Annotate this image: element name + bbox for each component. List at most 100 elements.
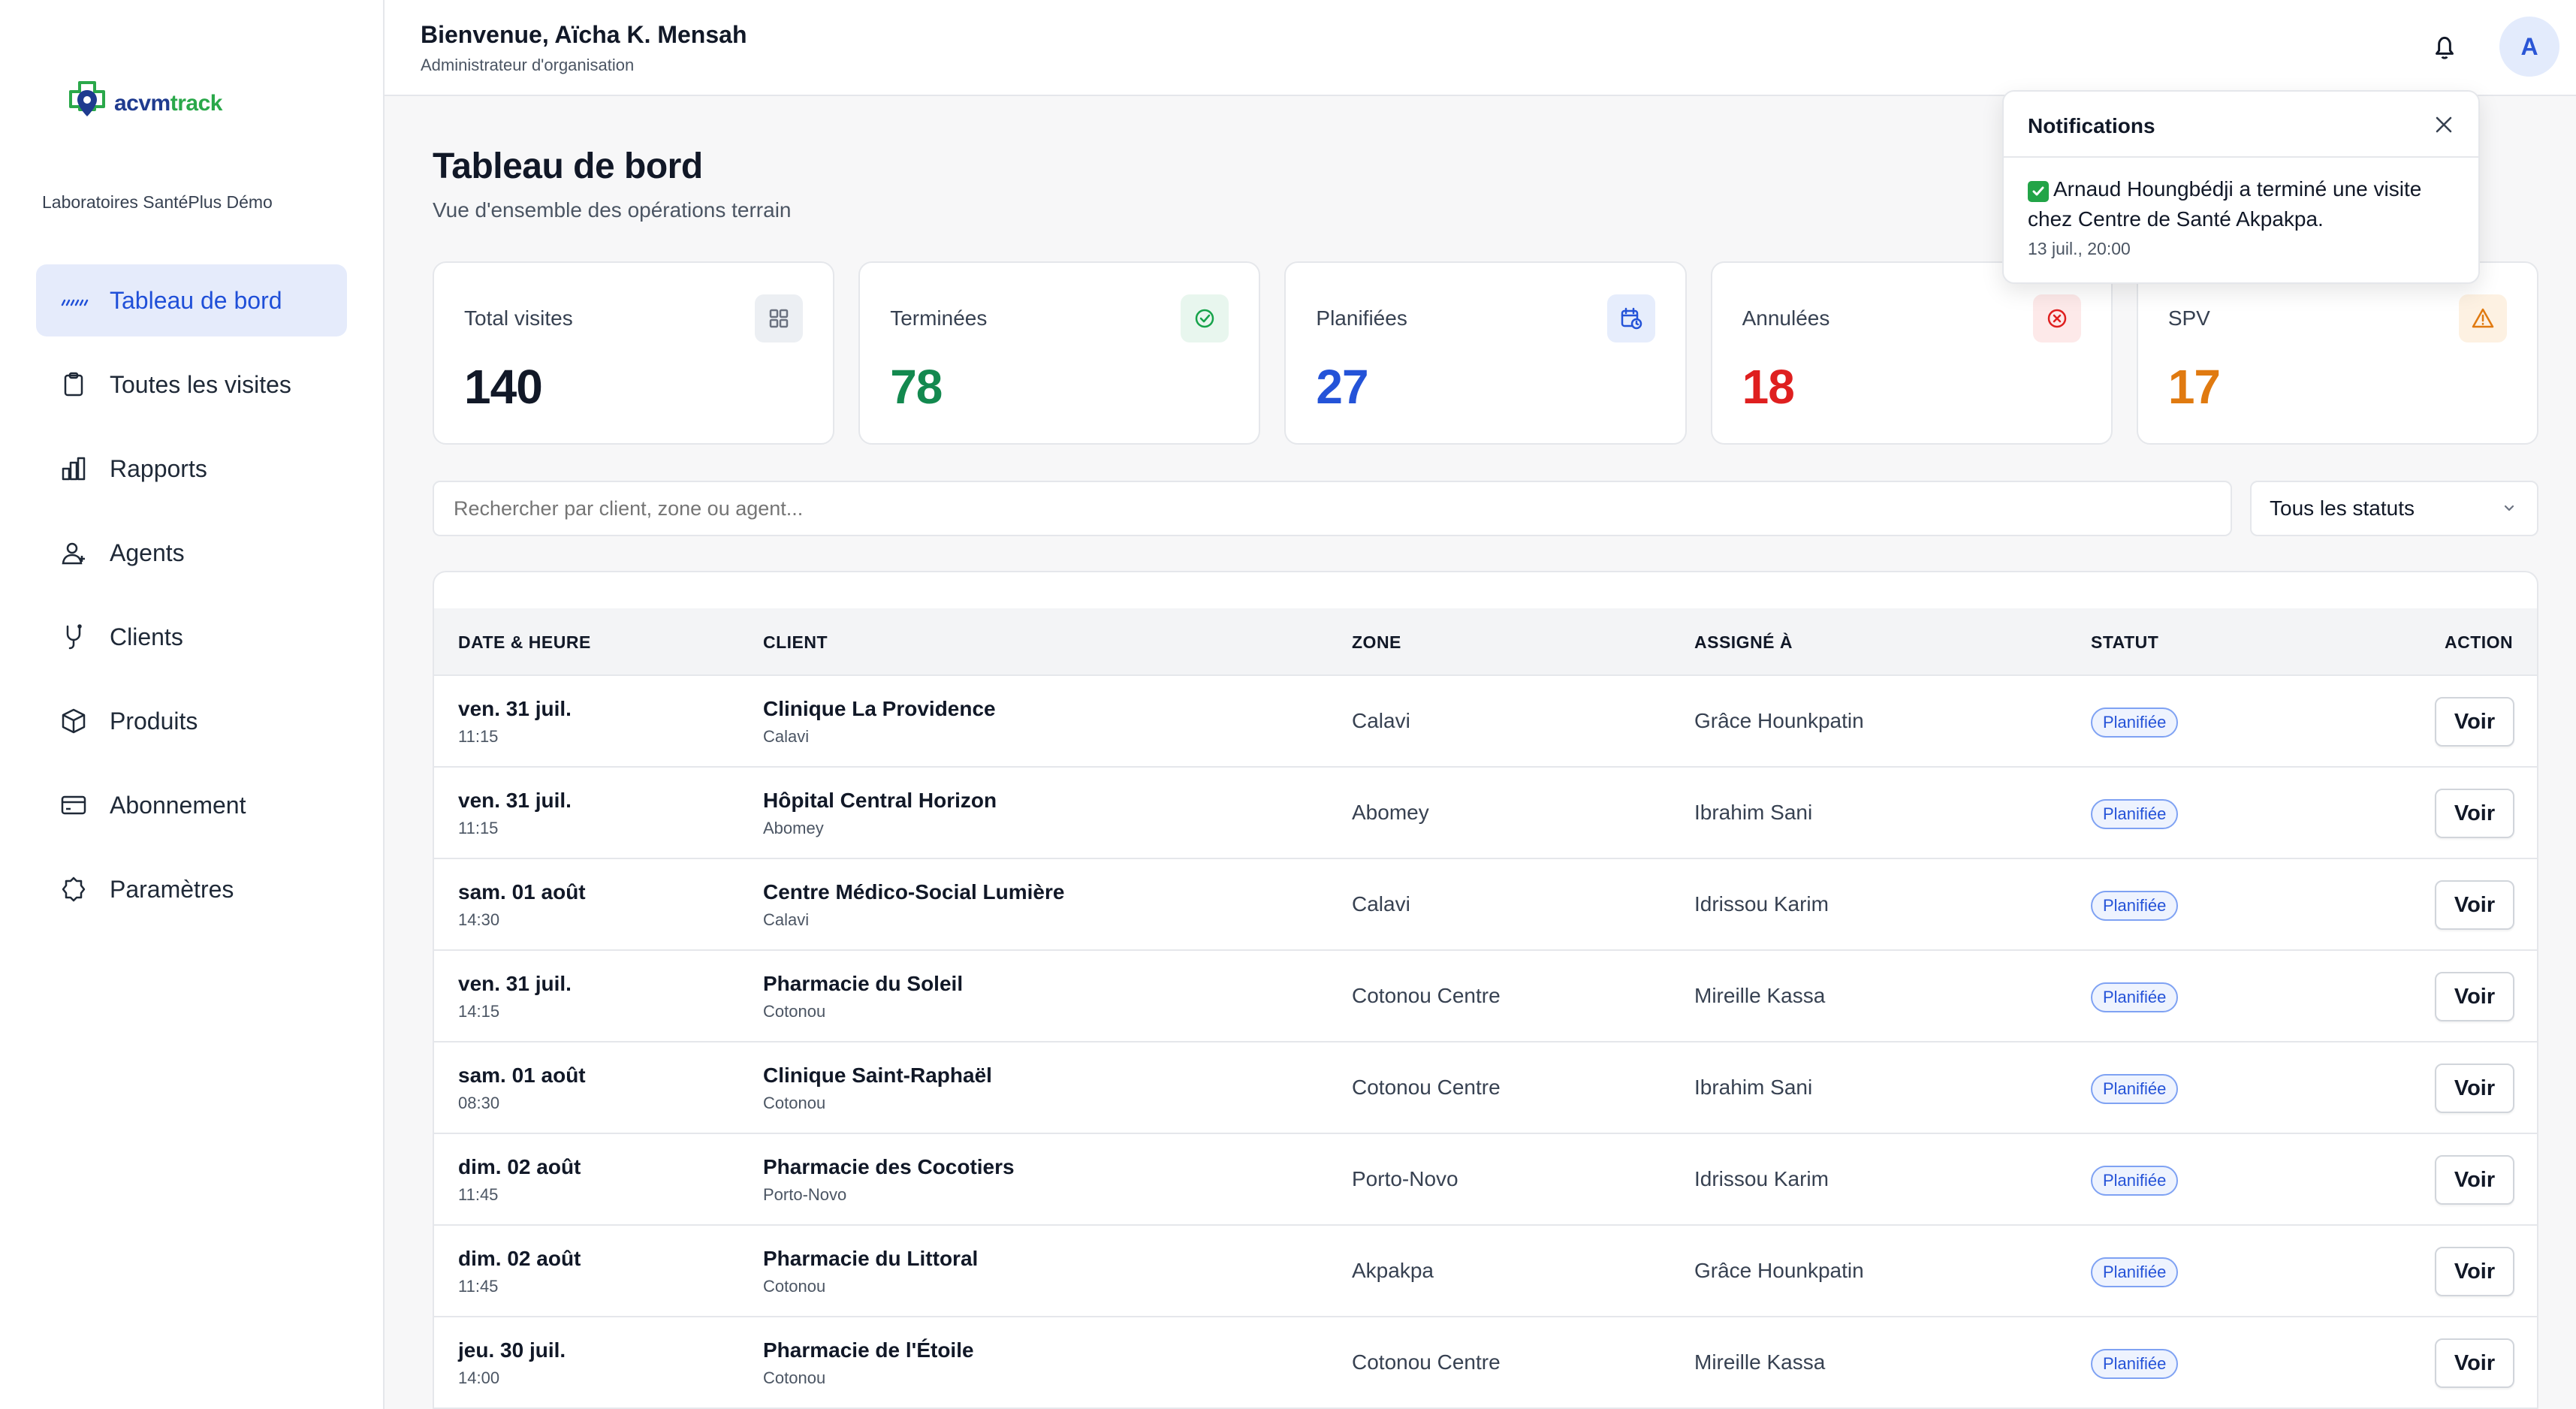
column-header-client[interactable]: CLIENT (763, 632, 828, 652)
sidebar-item-label: Tableau de bord (110, 286, 282, 314)
brand-logo[interactable]: acvmtrack (66, 80, 222, 128)
table-row: sam. 01 août 08:30 Clinique Saint-Raphaë… (434, 1042, 2537, 1134)
stat-icon-wrap (1181, 294, 1229, 342)
sidebar-item-products[interactable]: Produits (36, 685, 347, 757)
sidebar-item-agents[interactable]: Agents (36, 517, 347, 589)
status-badge: Planifiée (2091, 1257, 2179, 1287)
row-agent: Idrissou Karim (1694, 1167, 1829, 1190)
calendar-clock-icon (1621, 307, 1642, 330)
view-button[interactable]: Voir (2435, 697, 2514, 747)
notifications-popover: Notifications Arnaud Houngbédji a termin… (2002, 90, 2480, 284)
row-client: Centre Médico-Social Lumière (763, 880, 1065, 904)
view-button[interactable]: Voir (2435, 1064, 2514, 1113)
dashboard-icon (61, 299, 89, 306)
top-header: Bienvenue, Aïcha K. Mensah Administrateu… (385, 0, 2576, 96)
row-client-city: Cotonou (763, 1277, 826, 1296)
row-client: Pharmacie du Littoral (763, 1247, 979, 1270)
brand-name-part1: acvm (114, 91, 170, 116)
sidebar-item-label: Rapports (110, 454, 207, 482)
column-header-assigned[interactable]: ASSIGNÉ À (1694, 632, 1793, 652)
close-icon[interactable] (2429, 110, 2459, 140)
gear-icon (62, 876, 86, 902)
view-button[interactable]: Voir (2435, 1247, 2514, 1296)
credit-card-icon (61, 795, 86, 815)
row-client: Pharmacie des Cocotiers (763, 1155, 1015, 1178)
column-header-date[interactable]: DATE & HEURE (458, 632, 591, 652)
column-header-action: ACTION (2445, 632, 2514, 652)
sidebar-item-subscription[interactable]: Abonnement (36, 769, 347, 841)
stat-icon-wrap (2032, 294, 2081, 342)
row-client: Clinique Saint-Raphaël (763, 1064, 992, 1087)
row-client-city: Calavi (763, 910, 810, 929)
row-zone: Calavi (1352, 892, 1410, 916)
sidebar-item-settings[interactable]: Paramètres (36, 853, 347, 925)
row-time: 14:00 (458, 1368, 500, 1387)
user-role: Administrateur d'organisation (421, 56, 635, 74)
stat-value: 140 (464, 360, 543, 414)
stat-card-spv: SPV 17 (2136, 261, 2539, 445)
row-zone: Calavi (1352, 709, 1410, 732)
row-agent: Mireille Kassa (1694, 1350, 1826, 1374)
view-button[interactable]: Voir (2435, 1155, 2514, 1205)
sidebar-item-visits[interactable]: Toutes les visites (36, 348, 347, 421)
warning-icon (2472, 308, 2494, 328)
status-filter-select[interactable]: Tous les statuts (2250, 481, 2538, 536)
row-time: 11:15 (458, 819, 499, 837)
chevron-down-icon (2504, 505, 2514, 511)
avatar[interactable]: A (2499, 17, 2559, 77)
bell-icon[interactable] (2429, 32, 2460, 63)
clipboard-icon (64, 372, 83, 397)
row-client: Pharmacie du Soleil (763, 972, 964, 995)
stat-value: 27 (1316, 360, 1368, 414)
notification-item[interactable]: Arnaud Houngbédji a terminé une visite c… (2028, 174, 2463, 234)
row-client-city: Porto-Novo (763, 1185, 847, 1204)
grid-icon (769, 309, 789, 328)
status-badge: Planifiée (2091, 1349, 2179, 1379)
row-client: Pharmacie de l'Étoile (763, 1338, 974, 1362)
notification-time: 13 juil., 20:00 (2028, 239, 2131, 258)
column-header-zone[interactable]: ZONE (1352, 632, 1401, 652)
logo-icon (69, 81, 105, 116)
sidebar-item-label: Clients (110, 623, 183, 650)
sidebar: acvmtrack Laboratoires SantéPlus Démo Ta… (0, 0, 385, 1409)
sidebar-item-label: Agents (110, 539, 185, 566)
view-button[interactable]: Voir (2435, 880, 2514, 930)
notifications-title: Notifications (2028, 114, 2155, 137)
notification-message: Arnaud Houngbédji a terminé une visite c… (2028, 177, 2422, 231)
search-input[interactable] (433, 481, 2232, 536)
x-circle-icon (2047, 309, 2067, 328)
row-client-city: Abomey (763, 819, 824, 837)
status-badge: Planifiée (2091, 1074, 2179, 1104)
status-badge: Planifiée (2091, 1166, 2179, 1196)
sidebar-item-label: Produits (110, 707, 198, 735)
table-row: ven. 31 juil. 11:15 Clinique La Providen… (434, 676, 2537, 768)
table-header: DATE & HEURE CLIENT ZONE ASSIGNÉ À STATU… (434, 608, 2537, 676)
row-agent: Mireille Kassa (1694, 984, 1826, 1007)
stat-label: Planifiées (1316, 306, 1407, 330)
table-row: jeu. 30 juil. 14:00 Pharmacie de l'Étoil… (434, 1317, 2537, 1409)
row-date: ven. 31 juil. (458, 789, 572, 812)
sidebar-item-dashboard[interactable]: Tableau de bord (36, 264, 347, 336)
visits-table: DATE & HEURE CLIENT ZONE ASSIGNÉ À STATU… (433, 571, 2538, 1409)
stat-icon-wrap (2459, 294, 2508, 342)
row-date: dim. 02 août (458, 1247, 581, 1270)
row-zone: Akpakpa (1352, 1259, 1434, 1282)
status-badge: Planifiée (2091, 891, 2179, 921)
stat-icon-wrap (755, 294, 804, 342)
page-subtitle: Vue d'ensemble des opérations terrain (433, 198, 792, 222)
sidebar-item-label: Abonnement (110, 791, 246, 819)
row-date: sam. 01 août (458, 1064, 586, 1087)
row-zone: Porto-Novo (1352, 1167, 1458, 1190)
sidebar-item-label: Toutes les visites (110, 370, 291, 398)
row-time: 14:15 (458, 1002, 500, 1021)
row-client-city: Cotonou (763, 1368, 826, 1387)
stat-card-planned: Planifiées 27 (1284, 261, 1687, 445)
stat-value: 17 (2167, 360, 2221, 414)
view-button[interactable]: Voir (2435, 1338, 2514, 1388)
view-button[interactable]: Voir (2435, 972, 2514, 1021)
column-header-status[interactable]: STATUT (2091, 632, 2159, 652)
view-button[interactable]: Voir (2435, 789, 2514, 838)
sidebar-item-reports[interactable]: Rapports (36, 433, 347, 505)
row-date: sam. 01 août (458, 880, 586, 904)
sidebar-item-clients[interactable]: Clients (36, 601, 347, 673)
